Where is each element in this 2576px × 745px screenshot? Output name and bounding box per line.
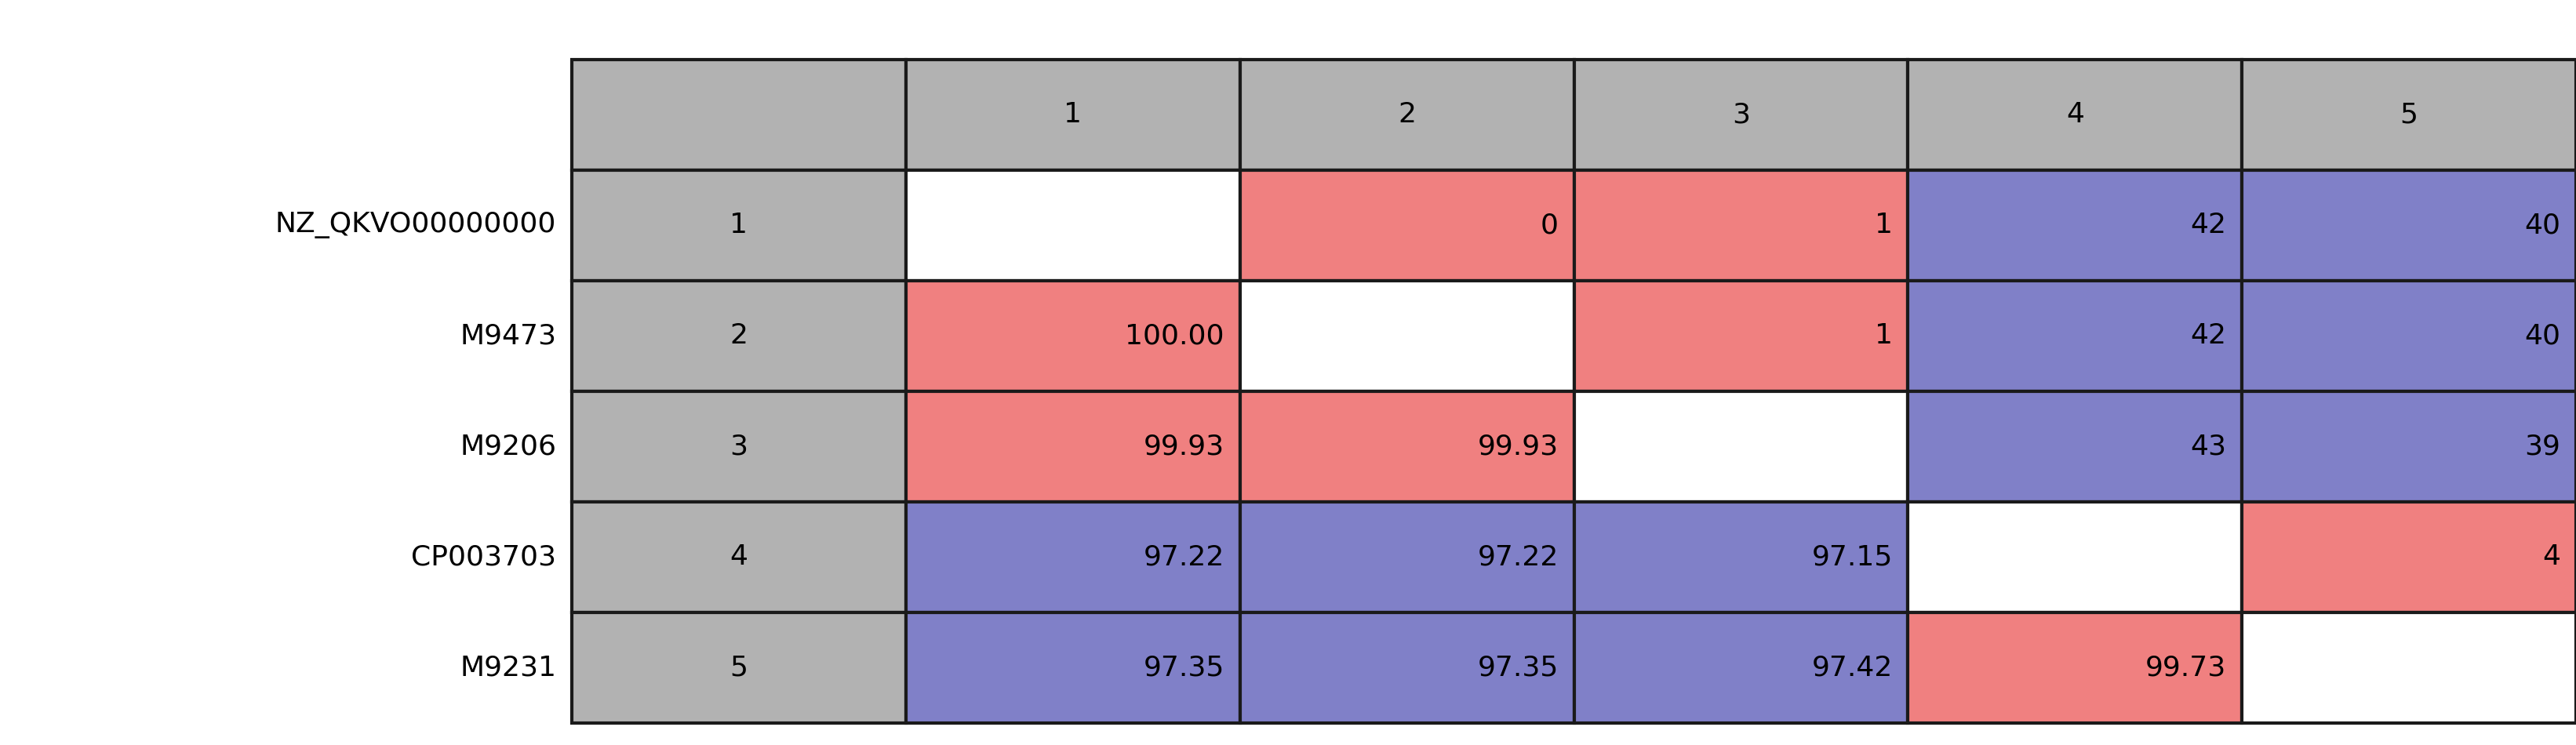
Text: 42: 42	[2190, 323, 2226, 349]
Bar	[907, 391, 1239, 501]
Bar	[572, 60, 907, 170]
Bar	[1574, 391, 1909, 501]
Bar	[907, 170, 1239, 281]
Text: CP003703: CP003703	[412, 544, 556, 570]
Text: 5: 5	[2401, 101, 2419, 128]
Text: 40: 40	[2524, 323, 2561, 349]
Text: 3: 3	[1731, 101, 1749, 128]
Text: M9473: M9473	[461, 323, 556, 349]
Text: 97.22: 97.22	[1144, 544, 1224, 570]
Text: 43: 43	[2190, 433, 2226, 460]
Bar	[1239, 60, 1574, 170]
Text: 4: 4	[729, 544, 747, 570]
Bar	[1909, 501, 2241, 612]
Text: 4: 4	[2543, 544, 2561, 570]
Text: 97.35: 97.35	[1479, 654, 1558, 681]
Bar	[1574, 612, 1909, 723]
Bar	[1239, 501, 1574, 612]
Bar	[2241, 60, 2576, 170]
Text: 39: 39	[2524, 433, 2561, 460]
Text: 100.00: 100.00	[1126, 323, 1224, 349]
Bar	[907, 612, 1239, 723]
Bar	[907, 501, 1239, 612]
Text: M9231: M9231	[461, 654, 556, 681]
Text: 99.93: 99.93	[1479, 433, 1558, 460]
Bar	[1574, 281, 1909, 391]
Text: 99.93: 99.93	[1144, 433, 1224, 460]
Text: 3: 3	[729, 433, 747, 460]
Bar	[1909, 612, 2241, 723]
Bar	[572, 170, 907, 281]
Bar	[2241, 170, 2576, 281]
Bar	[1574, 60, 1909, 170]
Bar	[1239, 612, 1574, 723]
Text: 4: 4	[2066, 101, 2084, 128]
Text: 2: 2	[1399, 101, 1417, 128]
Bar	[1909, 281, 2241, 391]
Text: M9206: M9206	[461, 433, 556, 460]
Text: 2: 2	[729, 323, 747, 349]
Bar	[1239, 391, 1574, 501]
Bar	[572, 281, 907, 391]
Bar	[572, 612, 907, 723]
Text: 40: 40	[2524, 212, 2561, 238]
Text: 97.35: 97.35	[1144, 654, 1224, 681]
Text: 1: 1	[1064, 101, 1082, 128]
Bar	[1909, 391, 2241, 501]
Text: 1: 1	[1875, 212, 1893, 238]
Text: 99.73: 99.73	[2146, 654, 2226, 681]
Bar	[2241, 281, 2576, 391]
Bar	[1239, 170, 1574, 281]
Text: 42: 42	[2190, 212, 2226, 238]
Text: 0: 0	[1540, 212, 1558, 238]
Text: 97.15: 97.15	[1811, 544, 1893, 570]
Bar	[907, 281, 1239, 391]
Text: 1: 1	[729, 212, 747, 238]
Bar	[2241, 612, 2576, 723]
Text: 5: 5	[729, 654, 747, 681]
Bar	[2241, 501, 2576, 612]
Bar	[1909, 60, 2241, 170]
Text: 97.22: 97.22	[1479, 544, 1558, 570]
Bar	[572, 501, 907, 612]
Bar	[1909, 170, 2241, 281]
Text: NZ_QKVO00000000: NZ_QKVO00000000	[276, 212, 556, 238]
Bar	[1574, 170, 1909, 281]
Bar	[572, 391, 907, 501]
Text: 1: 1	[1875, 323, 1893, 349]
Bar	[1239, 281, 1574, 391]
Text: 97.42: 97.42	[1811, 654, 1893, 681]
Bar	[907, 60, 1239, 170]
Bar	[2241, 391, 2576, 501]
Bar	[1574, 501, 1909, 612]
